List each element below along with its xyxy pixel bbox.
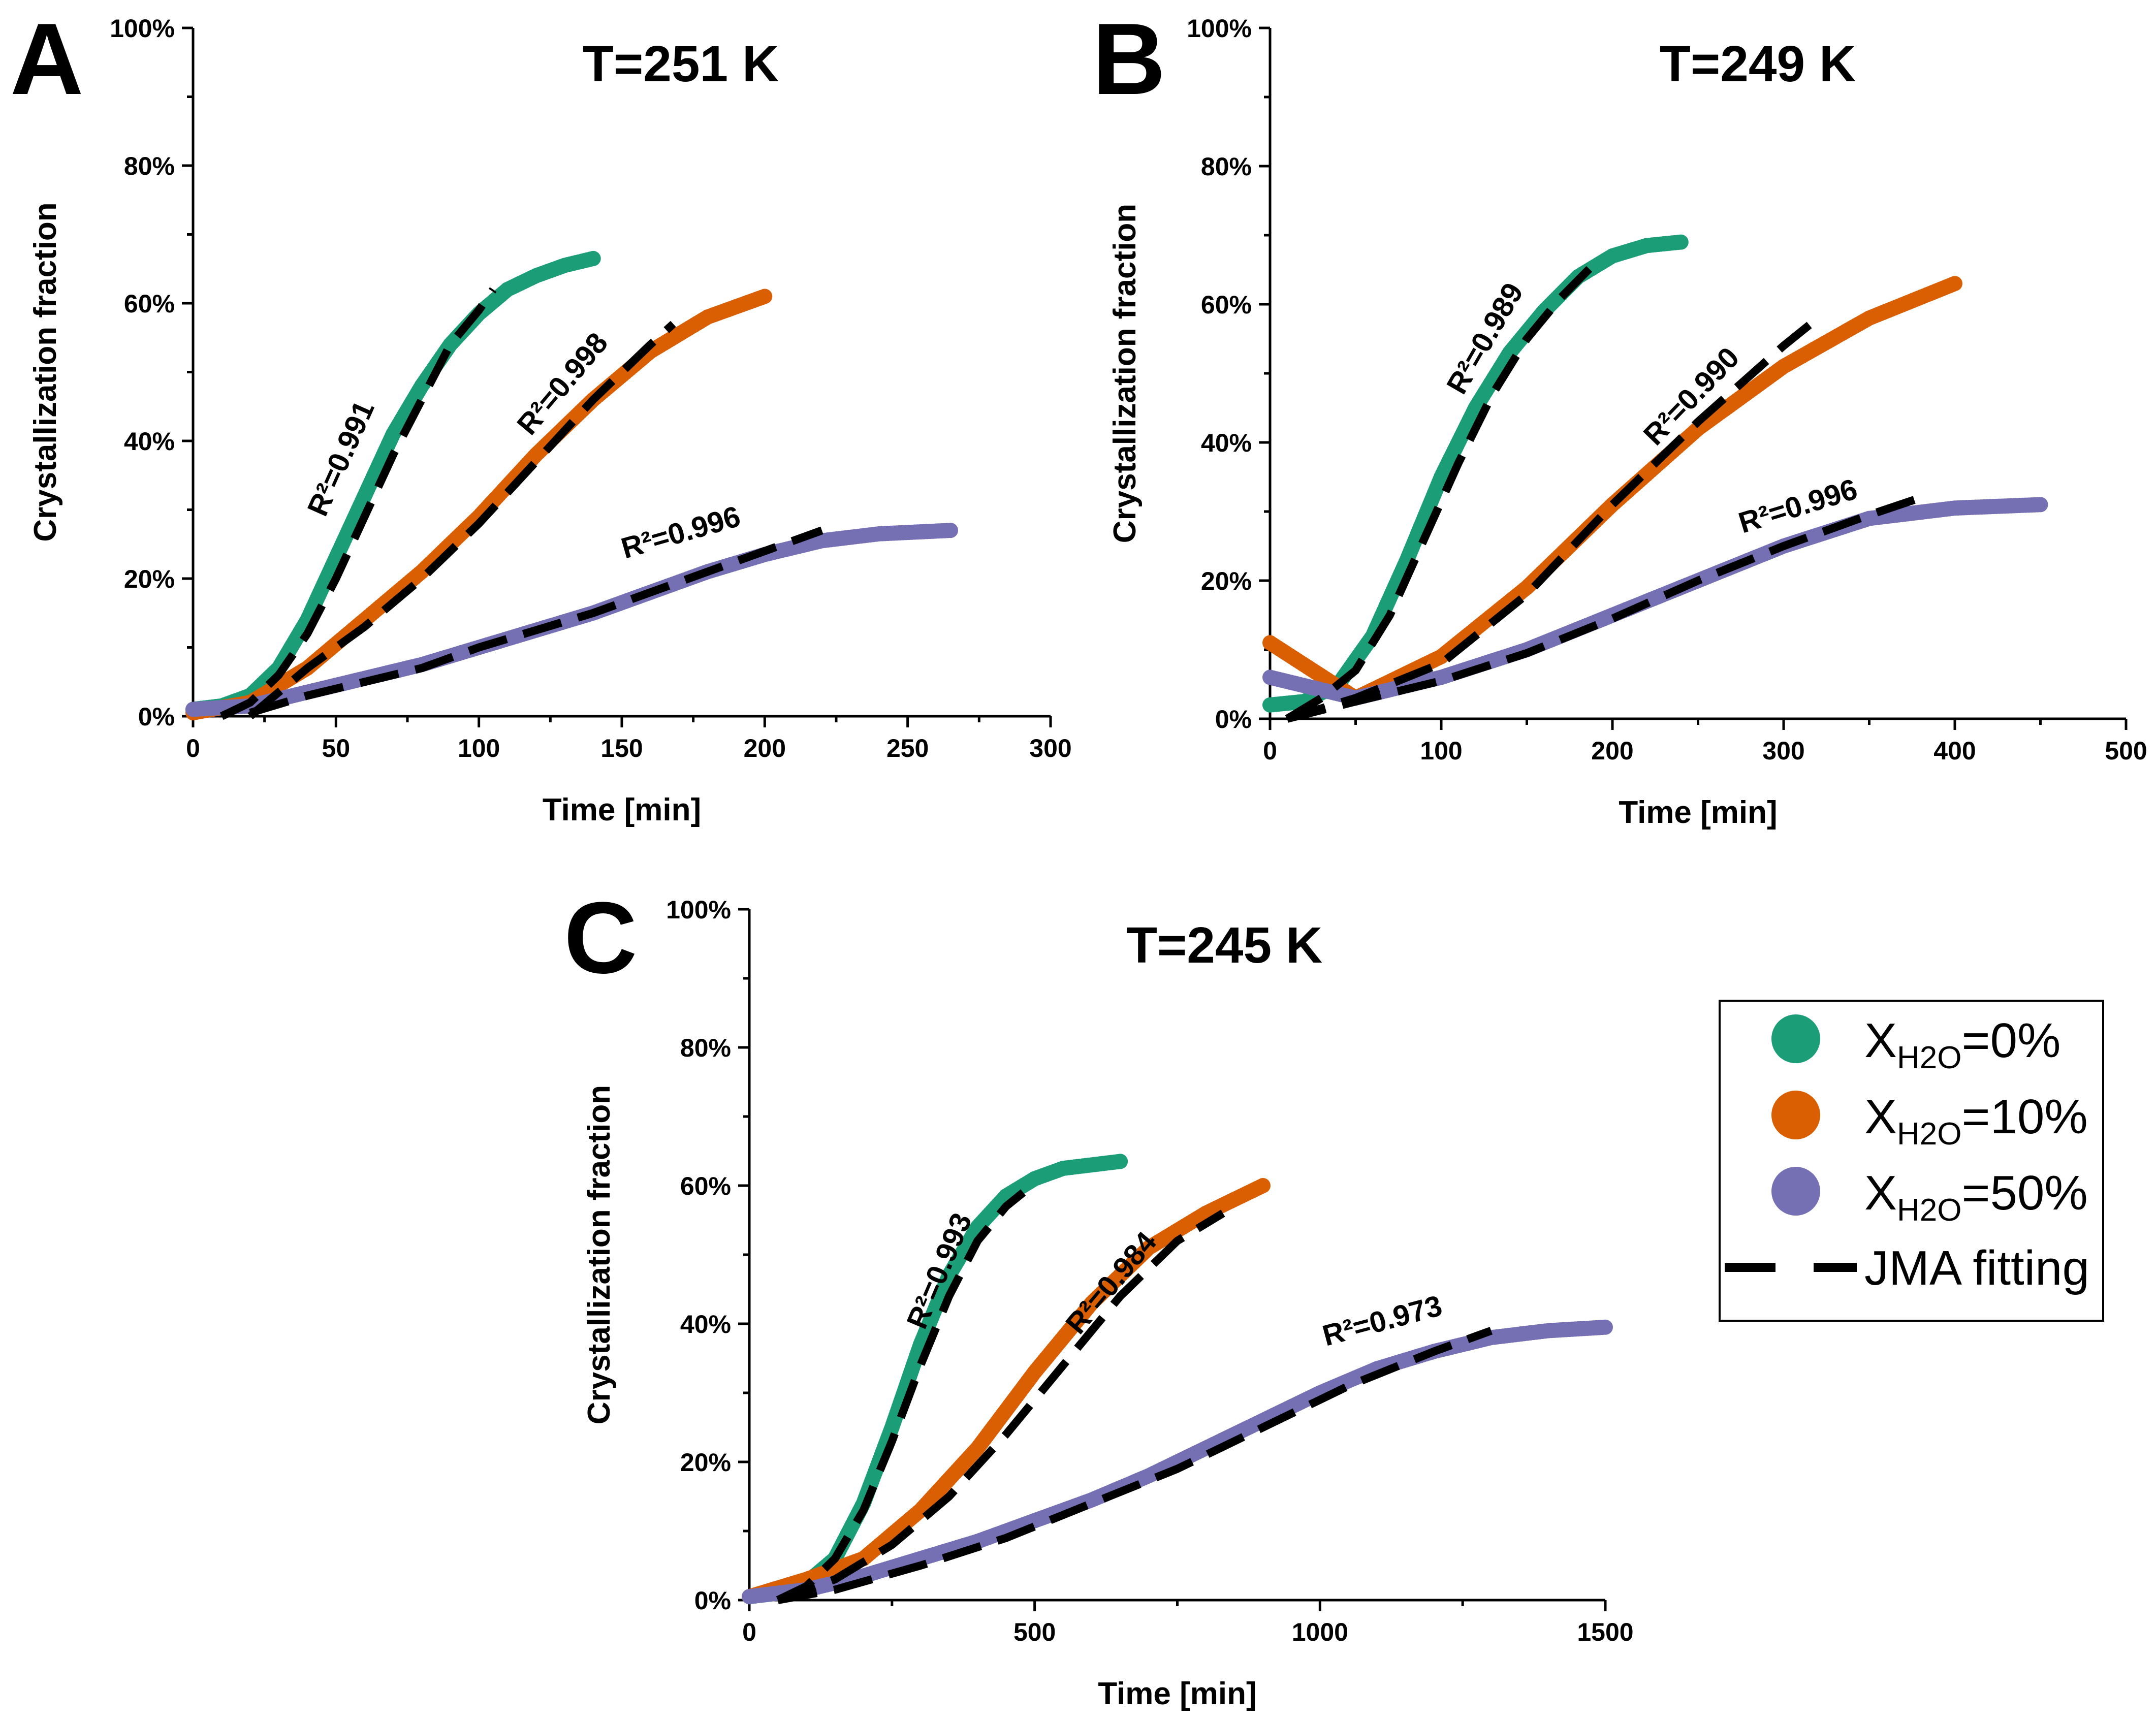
r2-annotation: R²=0.984: [1059, 1226, 1163, 1341]
jma-fit-line: [1286, 322, 1812, 723]
y-tick-label: 80%: [124, 152, 175, 180]
legend: XH2O=0% XH2O=10% XH2O=50% JMA fitting: [1719, 1000, 2104, 1322]
legend-marker: [1771, 1167, 1820, 1216]
x-tick-label: 300: [1029, 734, 1071, 762]
y-axis-label: Crystallization fraction: [28, 202, 63, 541]
panel-letter: C: [564, 881, 637, 995]
chart-title: T=251 K: [583, 36, 779, 92]
data-point: [1113, 1154, 1128, 1169]
data-point: [1255, 1178, 1271, 1193]
jma-fit-line: [249, 526, 823, 717]
y-tick-label: 20%: [124, 565, 175, 593]
x-tick-label: 100: [458, 734, 500, 762]
y-axis-label: Crystallization fraction: [582, 1085, 617, 1424]
series-0: [185, 250, 601, 717]
legend-item: JMA fitting: [1725, 1241, 2089, 1295]
x-tick-label: 1500: [1577, 1618, 1633, 1646]
y-tick-label: 0%: [694, 1586, 731, 1615]
y-tick-label: 80%: [680, 1034, 731, 1062]
x-tick-label: 200: [1591, 737, 1633, 765]
legend-label: XH2O=10%: [1864, 1090, 2088, 1152]
chart-panel-b: B T=249 K 0% 20% 40% 60% 80% 100% 0 100 200 300 400 5…: [1092, 3, 2147, 830]
x-tick-label: 300: [1762, 737, 1804, 765]
legend-item: XH2O=50%: [1771, 1166, 2088, 1228]
series-1: [185, 289, 773, 721]
x-tick-label: 1000: [1292, 1618, 1348, 1646]
data-point: [1947, 276, 1962, 292]
y-tick-label: 0%: [1215, 705, 1252, 734]
x-tick-label: 250: [886, 734, 929, 762]
y-tick-label: 20%: [680, 1448, 731, 1477]
x-axis-label: Time [min]: [1098, 1676, 1256, 1711]
chart-panel-a: A T=251 K 0% 20% 40% 60% 80% 100% 0 50 100 150 200 25…: [10, 3, 1072, 827]
legend-label: XH2O=50%: [1864, 1166, 2088, 1228]
y-tick-label: 80%: [1201, 152, 1252, 181]
chart-title: T=249 K: [1660, 36, 1856, 92]
x-tick-label: 500: [2105, 737, 2147, 765]
jma-fit-line: [1286, 494, 1922, 723]
x-tick-label: 0: [186, 734, 200, 762]
y-tick-label: 60%: [1201, 291, 1252, 319]
r2-annotation: R²=0.996: [618, 500, 744, 565]
jma-fit-line: [1285, 260, 1598, 722]
x-axis-label: Time [min]: [543, 792, 701, 827]
y-tick-label: 100%: [1187, 14, 1252, 43]
jma-fit-line: [219, 287, 497, 720]
series-0: [742, 1154, 1128, 1605]
x-tick-label: 100: [1420, 737, 1462, 765]
x-axis-label: Time [min]: [1619, 795, 1777, 830]
jma-fit-line: [776, 1189, 1026, 1604]
panel-letter: B: [1092, 3, 1165, 116]
x-tick-label: 150: [600, 734, 643, 762]
y-tick-label: 100%: [110, 14, 175, 43]
x-tick-label: 0: [1263, 737, 1277, 765]
jma-fit-line: [777, 1327, 1493, 1604]
y-tick-label: 40%: [124, 427, 175, 456]
y-tick-label: 100%: [666, 896, 731, 924]
y-tick-label: 0%: [138, 703, 175, 731]
data-point: [1598, 1319, 1613, 1335]
legend-marker: [1771, 1014, 1820, 1063]
y-tick-label: 40%: [680, 1310, 731, 1338]
data-point: [943, 523, 959, 538]
x-tick-label: 0: [742, 1618, 756, 1646]
data-point: [585, 250, 601, 266]
legend-label: JMA fitting: [1864, 1241, 2089, 1295]
x-tick-label: 50: [322, 734, 351, 762]
y-axis-label: Crystallization fraction: [1107, 204, 1143, 543]
chart-panel-c: C T=245 K 0% 20% 40% 60% 80% 100% 0 500 1000 1500 Ti…: [564, 881, 1634, 1711]
data-point: [2033, 497, 2048, 513]
legend-label: XH2O=0%: [1864, 1013, 2060, 1075]
data-point: [1673, 234, 1689, 250]
panel-letter: A: [10, 3, 83, 116]
jma-fit-line: [776, 1209, 1225, 1604]
legend-item: XH2O=10%: [1771, 1090, 2088, 1152]
r2-annotation: R²=0.973: [1319, 1289, 1446, 1353]
data-point: [757, 289, 773, 304]
chart-title: T=245 K: [1126, 917, 1322, 974]
x-tick-label: 200: [744, 734, 786, 762]
y-tick-label: 20%: [1201, 567, 1252, 595]
jma-fit-line: [247, 321, 676, 720]
legend-item: XH2O=0%: [1771, 1013, 2060, 1075]
y-tick-label: 60%: [680, 1172, 731, 1200]
legend-marker: [1771, 1091, 1820, 1139]
x-tick-label: 400: [1933, 737, 1976, 765]
y-tick-label: 60%: [124, 290, 175, 318]
x-tick-label: 500: [1013, 1618, 1056, 1646]
y-tick-label: 40%: [1201, 429, 1252, 457]
